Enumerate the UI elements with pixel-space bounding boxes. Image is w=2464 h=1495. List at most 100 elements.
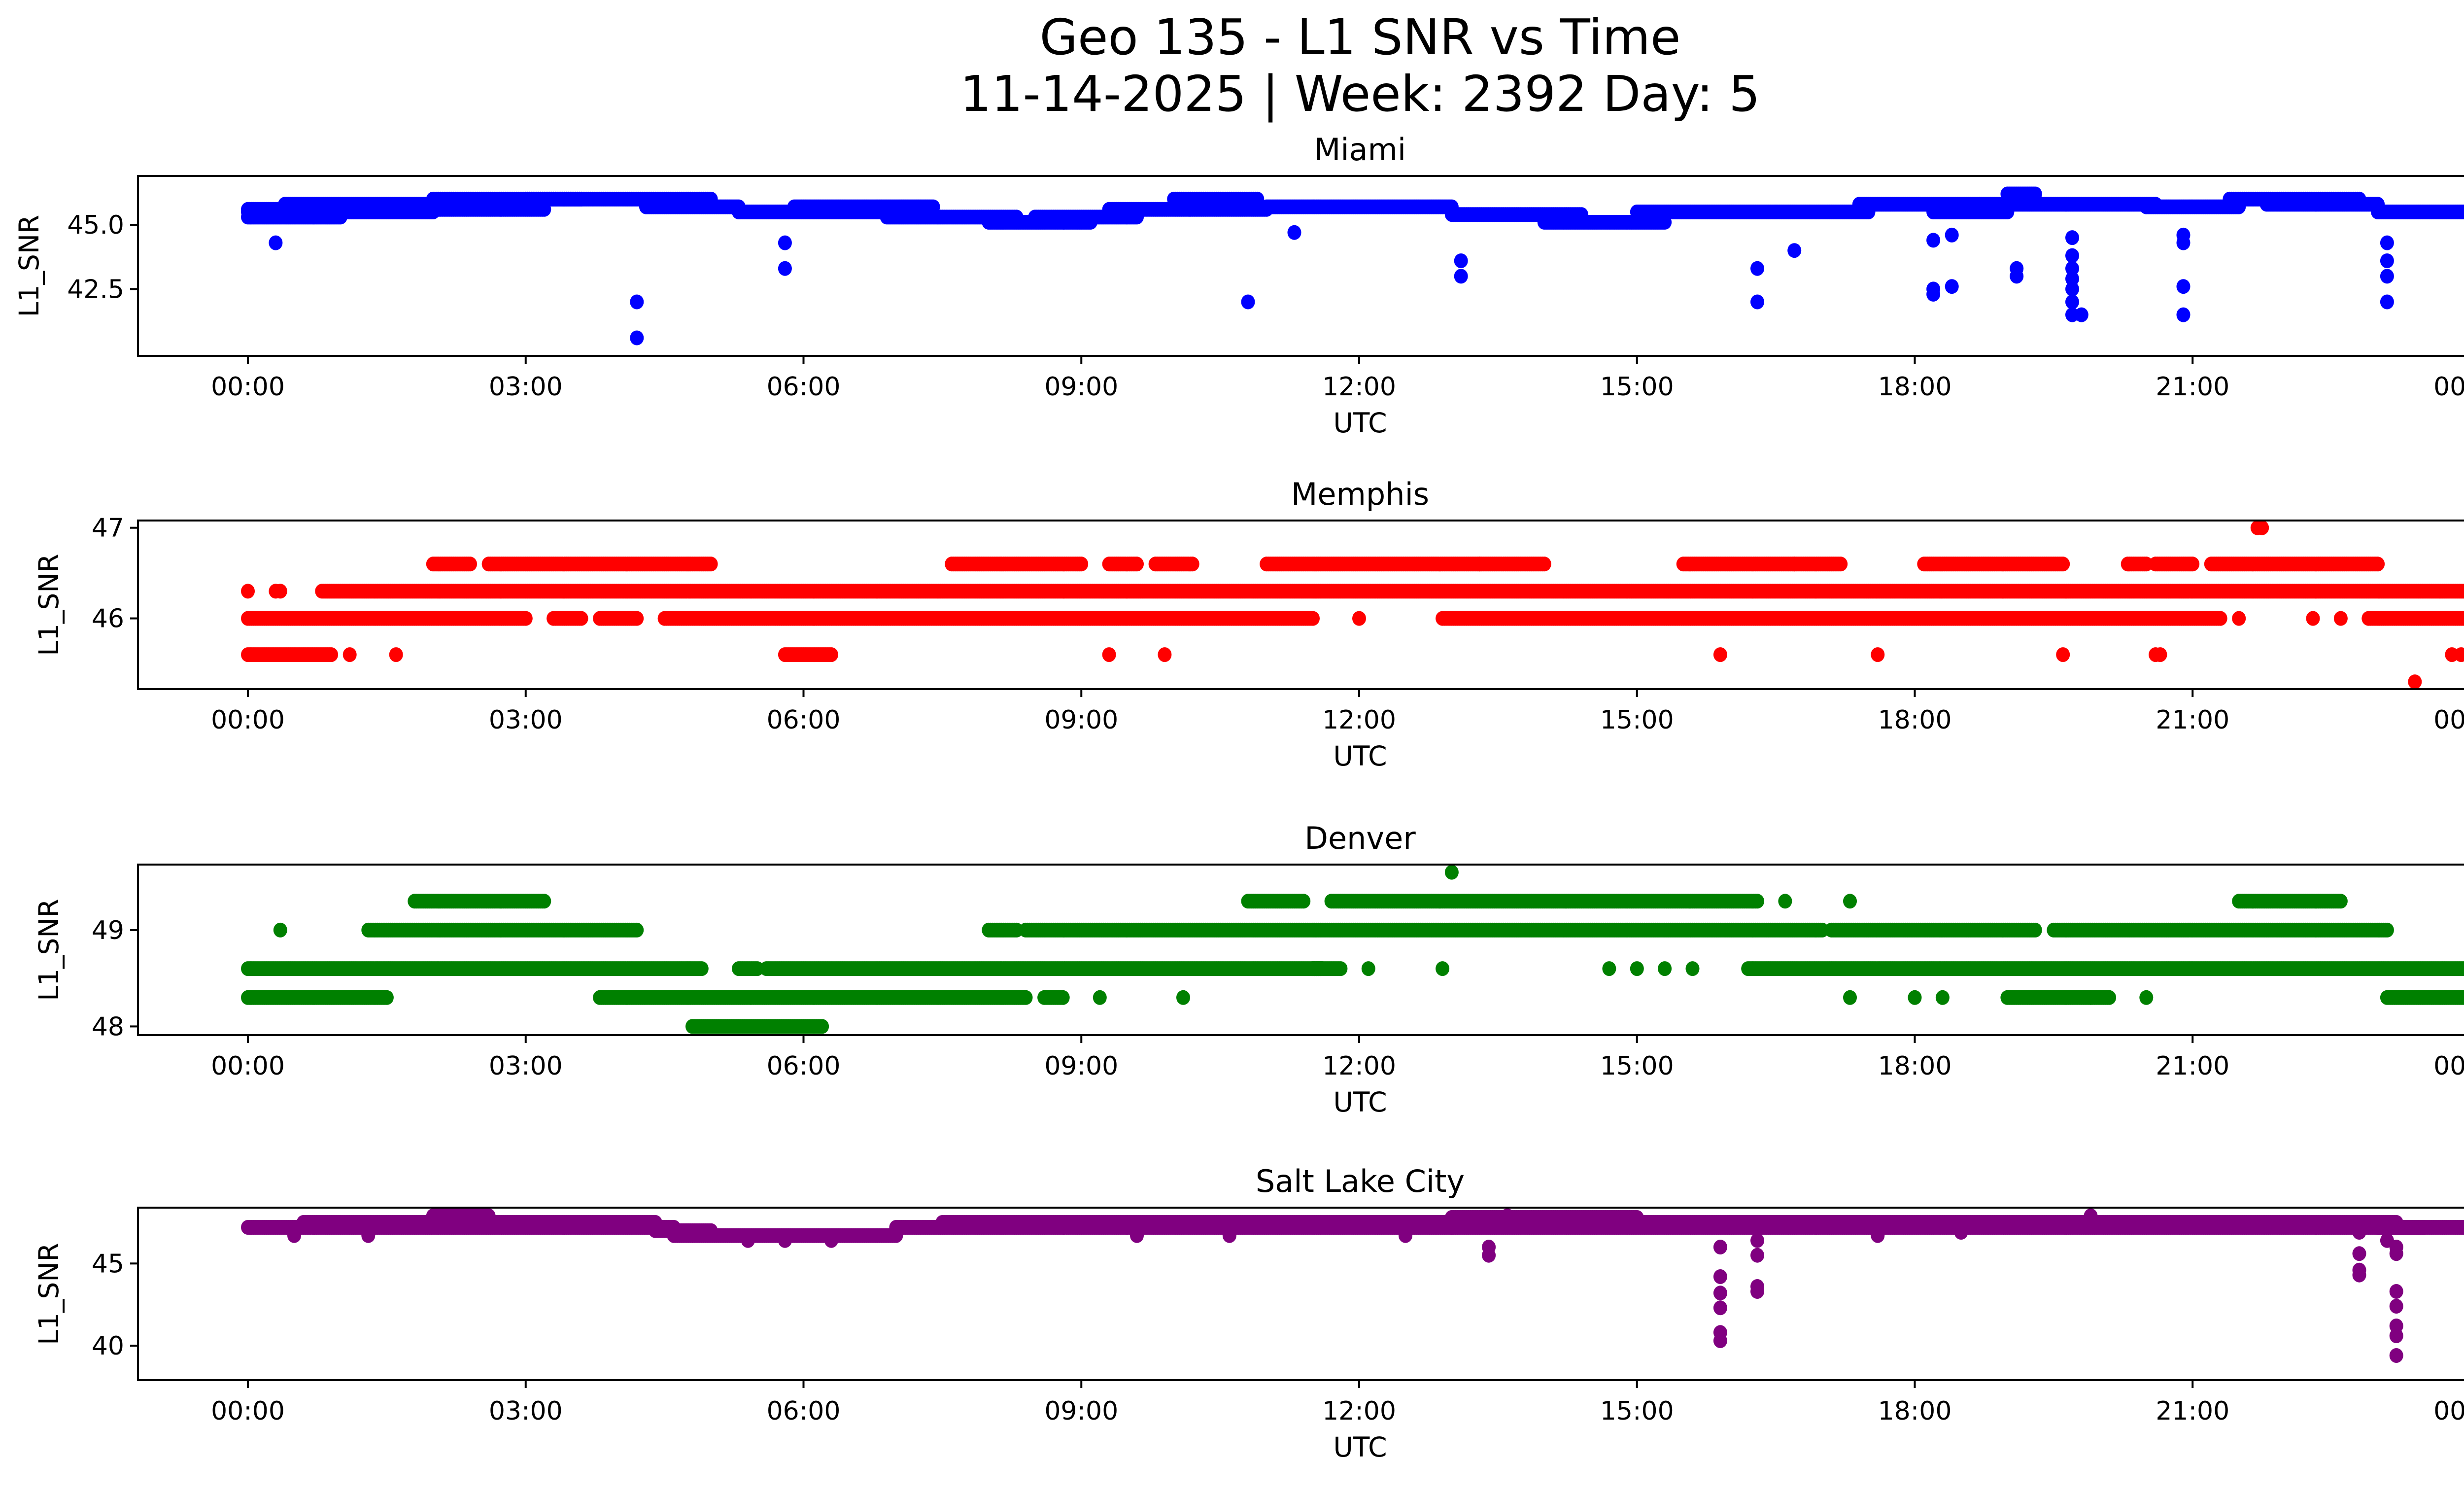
data-point (1130, 556, 1144, 572)
figure-title: Geo 135 - L1 SNR vs Time (1040, 8, 1681, 66)
data-point (389, 647, 403, 662)
x-tick-label: 15:00 (1600, 705, 1674, 735)
data-point (574, 611, 588, 626)
figure-subtitle: 11-14-2025 | Week: 2392 Day: 5 (960, 65, 1760, 123)
data-point (2065, 294, 2079, 310)
data-point (1750, 261, 1764, 276)
data-point (2056, 556, 2070, 572)
data-point (2056, 647, 2070, 662)
data-point (630, 294, 644, 310)
y-tick-label: 42.5 (67, 275, 124, 304)
x-tick-label: 12:00 (1322, 372, 1396, 402)
data-point (630, 611, 644, 626)
data-point (2213, 611, 2227, 626)
y-axis-label: L1_SNR (13, 215, 45, 317)
data-point (1241, 294, 1255, 310)
y-tick-label: 46 (92, 604, 124, 634)
y-axis-label: L1_SNR (33, 554, 65, 656)
data-point (1352, 611, 1366, 626)
data-point (1074, 556, 1089, 572)
data-point (463, 556, 477, 572)
panel-title: Denver (1304, 820, 1416, 856)
axes-frame (137, 520, 2464, 690)
data-point (2380, 235, 2394, 250)
x-tick-label: 06:00 (767, 705, 841, 735)
data-point (2074, 307, 2088, 322)
x-tick-label: 12:00 (1322, 705, 1396, 735)
data-point (630, 330, 644, 346)
panel-title: Memphis (1291, 476, 1429, 512)
x-tick-label: 00:00 (2433, 705, 2464, 735)
x-tick-label: 09:00 (1044, 705, 1118, 735)
data-point (1713, 647, 1727, 662)
data-point (2028, 186, 2042, 202)
data-point (1945, 279, 1959, 294)
panel-title: Miami (1314, 132, 1406, 168)
data-point (815, 1019, 829, 1034)
data-point (2380, 253, 2394, 269)
x-tick-label: 18:00 (1878, 705, 1952, 735)
data-point (2380, 294, 2394, 310)
x-tick-label: 00:00 (211, 372, 285, 402)
data-point (1454, 253, 1468, 269)
data-point (2371, 556, 2385, 572)
scatter-series (241, 865, 2464, 1034)
data-point (1834, 556, 1848, 572)
data-point (2255, 520, 2269, 535)
data-point (1158, 647, 1172, 662)
data-point (778, 261, 792, 276)
data-point (2176, 279, 2190, 294)
data-point (2306, 611, 2320, 626)
data-point (1750, 294, 1764, 310)
data-point (2462, 613, 2464, 624)
data-point (1537, 556, 1551, 572)
data-point (1945, 227, 1959, 243)
x-tick-label: 09:00 (1044, 372, 1118, 402)
x-tick-label: 03:00 (489, 705, 563, 735)
panel-miami: Miami 42.545.000:00 03:00 06:00 09:00 12:00 1… (13, 132, 2464, 439)
data-point (2065, 230, 2079, 245)
data-point (1787, 243, 1802, 258)
data-point (1454, 269, 1468, 284)
x-tick-label: 21:00 (2156, 372, 2229, 402)
data-point (2408, 674, 2422, 689)
x-tick-label: 18:00 (1878, 372, 1952, 402)
data-point (2153, 647, 2167, 662)
scatter-series (241, 186, 2464, 346)
data-point (1102, 647, 1116, 662)
data-point (2176, 235, 2190, 250)
data-point (704, 556, 718, 572)
data-point (2176, 307, 2190, 322)
data-point (2380, 269, 2394, 284)
data-point (778, 235, 792, 250)
data-point (2333, 611, 2348, 626)
scatter-series (241, 520, 2464, 689)
x-tick-label: 15:00 (1600, 372, 1674, 402)
data-point (2186, 556, 2200, 572)
data-point (574, 191, 588, 207)
data-point (1250, 191, 1265, 207)
x-tick-label: 00:00 (2433, 372, 2464, 402)
x-tick-label: 00:00 (211, 705, 285, 735)
data-point (2462, 206, 2464, 218)
data-point (273, 584, 287, 599)
data-point (1185, 556, 1199, 572)
data-point (1871, 647, 1885, 662)
data-point (2065, 271, 2079, 286)
x-tick-label: 06:00 (767, 372, 841, 402)
data-point (324, 647, 339, 662)
x-axis-label: UTC (1333, 740, 1387, 772)
data-point (1306, 611, 1320, 626)
data-point (1287, 225, 1301, 240)
data-point (241, 584, 255, 599)
data-point (2065, 281, 2079, 297)
x-tick-label: 03:00 (489, 372, 563, 402)
panel-memphis: Memphis 46 47 00:00 03:00 06:00 09:00 12:00 15:… (33, 476, 2464, 772)
data-point (2010, 269, 2024, 284)
y-tick-label: 47 (92, 514, 124, 543)
data-point (269, 235, 283, 250)
data-point (342, 647, 357, 662)
data-point (824, 647, 838, 662)
